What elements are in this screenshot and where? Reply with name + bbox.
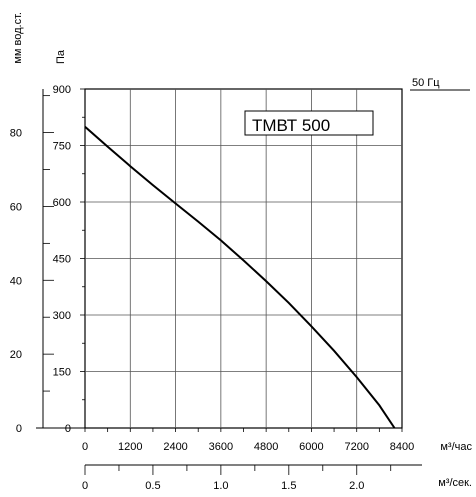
y-secondary-tick-label: 20 bbox=[10, 349, 22, 361]
y-primary-tick-label: 0 bbox=[65, 423, 71, 435]
y-secondary-tick-label: 0 bbox=[16, 423, 22, 435]
x-primary-tick-label: 1200 bbox=[118, 441, 142, 453]
x-primary-tick-label: 3600 bbox=[209, 441, 233, 453]
series-layer bbox=[84, 125, 396, 429]
x-primary-tick-label: 2400 bbox=[163, 441, 187, 453]
x-secondary-tick-label: 1.5 bbox=[281, 480, 296, 492]
x-primary-tick-label: 6000 bbox=[299, 441, 323, 453]
model-label-box bbox=[244, 110, 374, 136]
axes bbox=[36, 88, 422, 475]
y-primary-unit-label: Па bbox=[55, 49, 67, 64]
y-primary-tick-label: 750 bbox=[53, 141, 71, 153]
y-primary-tick-label: 150 bbox=[53, 367, 71, 379]
model-label: ТМВТ 500 bbox=[252, 116, 330, 135]
grid bbox=[84, 88, 403, 429]
x-secondary-tick-label: 0 bbox=[82, 480, 88, 492]
y-primary-tick-label: 600 bbox=[53, 197, 71, 209]
x-primary-unit-label: м³/час bbox=[440, 441, 472, 453]
x-secondary-unit-label: м³/сек. bbox=[438, 477, 472, 489]
performance-curve bbox=[84, 125, 396, 429]
y-primary-tick-label: 300 bbox=[53, 310, 71, 322]
x-primary-tick-label: 0 bbox=[82, 441, 88, 453]
y-primary-tick-label: 900 bbox=[53, 84, 71, 96]
y-secondary-tick-label: 60 bbox=[10, 201, 22, 213]
x-secondary-tick-label: 0.5 bbox=[145, 480, 160, 492]
x-primary-tick-label: 4800 bbox=[254, 441, 278, 453]
y-secondary-unit-label: мм вод.ст. bbox=[12, 12, 24, 64]
frequency-label: 50 Гц bbox=[412, 77, 440, 89]
x-secondary-tick-label: 1.0 bbox=[213, 480, 228, 492]
y-secondary-tick-label: 80 bbox=[10, 128, 22, 140]
x-primary-tick-label: 7200 bbox=[344, 441, 368, 453]
y-primary-tick-label: 450 bbox=[53, 254, 71, 266]
tick-labels: 0 1200 2400 3600 4800 6000 7200 840001503004506… bbox=[10, 84, 414, 492]
y-secondary-tick-label: 40 bbox=[10, 275, 22, 287]
x-primary-tick-label: 8400 bbox=[390, 441, 414, 453]
x-secondary-tick-label: 2.0 bbox=[349, 480, 364, 492]
